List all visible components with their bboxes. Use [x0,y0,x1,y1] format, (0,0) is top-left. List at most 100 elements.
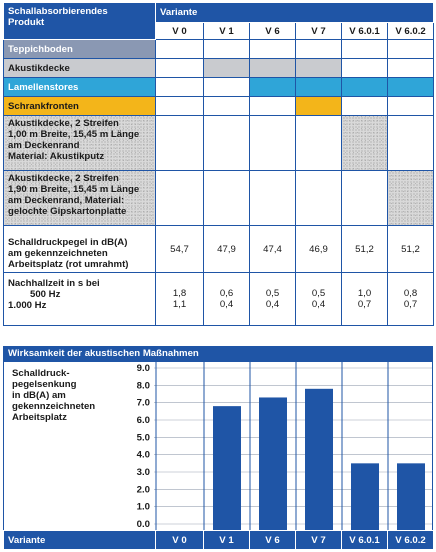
cell [155,170,204,226]
cell [203,39,250,59]
row-lamellenstores: Lamellenstores [3,77,435,97]
ylabel-line: Schalldruck- [12,368,70,379]
nachhall-1000-value: 0,7 [357,299,372,310]
nachhall-values: 0,5 0,4 [249,272,296,326]
text-line: Akustikdecke, 2 Streifen [8,173,119,184]
y-tick-label: 5.0 [137,432,150,443]
row-akustikdecke: Akustikdecke [3,58,435,78]
nachhall-values: 0,8 0,7 [386,272,435,326]
nachhall-1000-value: 0,7 [403,299,418,310]
bar-chart: 0.0 1.0 2.0 3.0 4.0 5.0 6.0 7.0 8.0 9.0 [137,362,432,530]
text-line: 500 Hz [30,289,61,300]
cell [341,58,388,78]
cell [341,96,388,116]
row-label-gipskarton: Akustikdecke, 2 Streifen 1,90 m Breite, … [3,170,156,226]
cell [203,96,250,116]
y-tick-label: 6.0 [137,415,150,426]
ylabel-line: in dB(A) am [12,390,66,401]
nachhall-values: 1,8 1,1 [155,272,204,326]
row-akustikdecke-akustikputz: Akustikdecke, 2 Streifen 1,00 m Breite, … [3,115,435,171]
row-akustikdecke-gipskarton: Akustikdecke, 2 Streifen 1,90 m Breite, … [3,170,435,226]
cell-filled [341,115,388,171]
variant-col-v6: V 6 [249,22,296,40]
text-line: Arbeitsplatz (rot umrahmt) [8,259,129,270]
bar [305,388,333,530]
y-tick-label: 7.0 [137,398,150,409]
footer-variant: V 6.0.2 [387,530,434,550]
footer-variant: V 6.0.1 [341,530,388,550]
variant-col-v7: V 7 [295,22,342,40]
variant-col-v1: V 1 [203,22,250,40]
footer-variant: V 7 [295,530,342,550]
row-schrankfronten: Schrankfronten [3,96,435,116]
cell [155,115,204,171]
variant-col-v602: V 6.0.2 [386,22,435,40]
cell [155,39,204,59]
schall-value: 47,4 [249,225,296,273]
footer-variant: V 0 [155,530,204,550]
text-line: Nachhallzeit in s bei [8,278,100,289]
text-line: 1,90 m Breite, 15,45 m Länge [8,184,140,195]
schall-value: 46,9 [295,225,342,273]
cell [386,58,435,78]
nachhall-500-value: 1,8 [172,288,187,299]
text-line: am Deckenrand, Material: [8,195,125,206]
cell [295,115,342,171]
cell [155,77,204,97]
row-nachhallzeit: Nachhallzeit in s bei 500 Hz 1.000 Hz 1,… [3,272,435,326]
footer-variant: V 6 [249,530,296,550]
cell [249,115,296,171]
nachhall-values: 1,0 0,7 [341,272,388,326]
nachhall-1000-value: 1,1 [172,299,187,310]
cell-filled [295,96,342,116]
text-line: Material: Akustikputz [8,151,105,162]
product-header: Schallabsorbierendes Produkt [3,2,156,40]
y-tick-label: 2.0 [137,484,150,495]
cell [295,39,342,59]
cell [341,39,388,59]
cell-filled [249,58,296,78]
cell [341,170,388,226]
cell [203,170,250,226]
cell [155,58,204,78]
text-line: am Deckenrand [8,140,80,151]
cell-filled [341,77,388,97]
cell [203,115,250,171]
cell-filled [249,77,296,97]
bar [351,463,379,530]
y-tick-label: 9.0 [137,363,150,374]
text-line: Schalldruckpegel in dB(A) [8,237,128,248]
row-label-lamellenstores: Lamellenstores [3,77,156,97]
y-tick-label: 8.0 [137,380,150,391]
cell-filled [386,170,435,226]
section-title: Wirksamkeit der akustischen Maßnahmen [3,346,433,362]
nachhall-1000-value: 0,4 [219,299,234,310]
row-label-nachhallzeit: Nachhallzeit in s bei 500 Hz 1.000 Hz [3,272,156,326]
row-teppichboden: Teppichboden [3,39,435,59]
cell [249,170,296,226]
schall-value: 51,2 [386,225,435,273]
schall-value: 54,7 [155,225,204,273]
ylabel-line: pegelsenkung [12,379,77,390]
cell [155,96,204,116]
nachhall-values: 0,5 0,4 [295,272,342,326]
y-tick-label: 3.0 [137,467,150,478]
row-label-akustikputz: Akustikdecke, 2 Streifen 1,00 m Breite, … [3,115,156,171]
nachhall-1000-value: 0,4 [311,299,326,310]
variant-col-v0: V 0 [155,22,204,40]
nachhall-500-value: 0,8 [403,288,418,299]
chart-ylabel: Schalldruck- pegelsenkung in dB(A) am ge… [12,368,112,423]
row-schalldruckpegel: Schalldruckpegel in dB(A) am gekennzeich… [3,225,435,273]
cell [295,170,342,226]
text-line: 1.000 Hz [8,300,47,311]
bar [213,406,241,530]
variant-header: Variante [154,2,435,23]
nachhall-500-value: 0,5 [311,288,326,299]
text-line: Akustikdecke, 2 Streifen [8,118,119,129]
cell [249,39,296,59]
row-label-teppichboden: Teppichboden [3,39,156,59]
cell-filled [386,77,435,97]
cell-filled [295,77,342,97]
footer-variant: V 1 [203,530,250,550]
variant-matrix-table: Schallabsorbierendes Produkt Variante V … [3,2,435,326]
